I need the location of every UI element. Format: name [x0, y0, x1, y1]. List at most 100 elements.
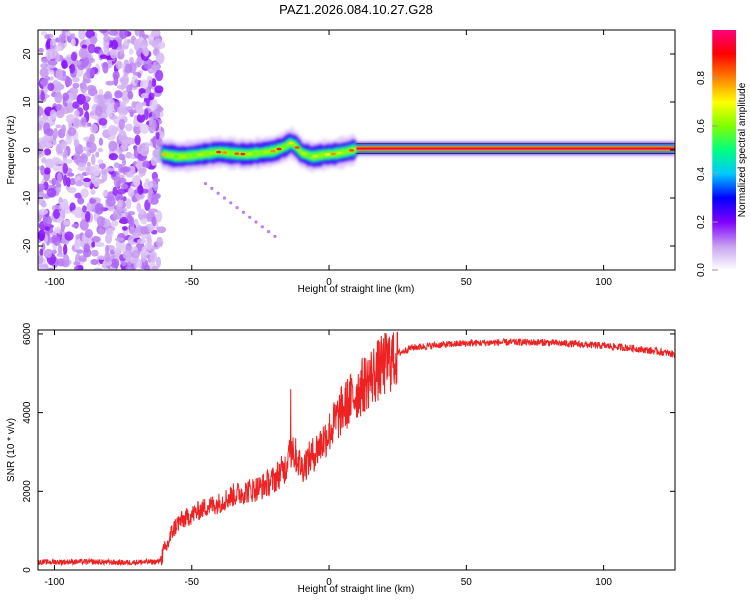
- faint-trace-dot: [260, 225, 264, 229]
- noise-blob: [40, 91, 46, 101]
- noise-blob: [75, 180, 84, 187]
- noise-blob: [112, 209, 122, 220]
- noise-blob: [151, 119, 157, 131]
- noise-blob: [38, 105, 44, 117]
- ridge-hotspot: [324, 153, 330, 156]
- noise-blob: [83, 243, 90, 254]
- colorbar-tick-label: 0.6: [696, 119, 707, 133]
- noise-blob: [40, 165, 45, 176]
- noise-blob: [54, 92, 63, 104]
- y-tick-label: -20: [22, 238, 33, 253]
- noise-blob: [86, 84, 97, 92]
- noise-blob: [105, 196, 116, 207]
- ridge-hotspot: [222, 151, 228, 154]
- x-tick-label: 0: [326, 277, 332, 288]
- y-tick-label: 4000: [22, 401, 33, 424]
- noise-blob: [118, 112, 125, 120]
- noise-blob: [150, 156, 158, 167]
- noise-blob: [53, 208, 61, 220]
- noise-blob: [40, 31, 48, 36]
- noise-blob: [55, 124, 62, 129]
- faint-trace-dot: [273, 234, 277, 238]
- noise-blob: [118, 153, 126, 161]
- noise-blob: [136, 202, 142, 212]
- noise-blob: [38, 141, 46, 150]
- noise-blob: [128, 48, 134, 55]
- x-tick-label: 100: [595, 577, 612, 588]
- noise-blob: [39, 67, 50, 78]
- noise-blob: [118, 118, 125, 131]
- noise-region: [38, 30, 167, 270]
- ridge-hotspot: [264, 150, 270, 154]
- noise-blob: [151, 78, 157, 88]
- noise-blob: [143, 58, 153, 70]
- noise-blob: [118, 177, 127, 184]
- noise-blob: [44, 34, 51, 40]
- noise-blob: [91, 235, 101, 243]
- noise-blob: [51, 234, 58, 244]
- ridge-hotspot: [210, 151, 216, 155]
- noise-blob: [127, 235, 138, 245]
- noise-blob: [43, 84, 48, 95]
- noise-blob: [69, 202, 76, 213]
- noise-blob: [151, 265, 159, 270]
- y-tick-label: 10: [22, 96, 33, 108]
- noise-blob: [105, 80, 115, 86]
- noise-blob: [141, 47, 149, 56]
- noise-blob: [55, 104, 62, 111]
- noise-blob: [139, 39, 149, 50]
- ridge-hotspot: [246, 152, 252, 156]
- noise-blob: [59, 202, 65, 210]
- noise-blob: [53, 127, 58, 140]
- faint-trace-dot: [241, 210, 245, 214]
- noise-blob: [65, 31, 72, 37]
- noise-blob: [77, 162, 87, 168]
- noise-blob: [134, 30, 141, 37]
- noise-blob: [157, 41, 166, 49]
- noise-blob: [102, 93, 112, 99]
- noise-blob: [56, 172, 63, 184]
- noise-blob: [152, 61, 158, 72]
- noise-blob: [62, 174, 68, 187]
- spectrogram-xlabel: Height of straight line (km): [298, 284, 415, 295]
- noise-blob: [141, 246, 147, 257]
- ridge-hotspot: [312, 154, 318, 158]
- ridge-hotspot: [167, 154, 173, 157]
- noise-blob: [152, 135, 157, 148]
- noise-blob: [109, 49, 118, 59]
- noise-blob: [137, 72, 142, 79]
- noise-blob: [45, 249, 52, 258]
- noise-blob: [66, 177, 71, 188]
- noise-blob: [113, 73, 119, 86]
- noise-blob: [110, 39, 119, 50]
- noise-blob: [54, 45, 63, 52]
- noise-blob: [121, 207, 128, 213]
- noise-blob: [154, 85, 164, 94]
- noise-blob: [106, 106, 114, 118]
- noise-blob: [64, 76, 73, 87]
- noise-blob: [62, 92, 70, 102]
- noise-blob: [119, 48, 125, 55]
- noise-blob: [60, 140, 68, 148]
- noise-blob: [140, 92, 150, 99]
- noise-blob: [55, 68, 64, 81]
- ridge-hotspot: [185, 154, 191, 158]
- spectrogram-ylabel: Frequency (Hz): [6, 116, 17, 185]
- noise-blob: [139, 208, 145, 216]
- noise-blob: [144, 108, 149, 121]
- noise-blob: [45, 142, 53, 148]
- noise-blob: [106, 227, 114, 238]
- ridge-hotspot: [336, 151, 342, 155]
- noise-blob: [62, 254, 70, 266]
- noise-blob: [61, 59, 68, 69]
- noise-blob: [141, 101, 147, 107]
- noise-blob: [70, 33, 76, 40]
- noise-blob: [124, 123, 133, 132]
- noise-blob: [91, 241, 96, 248]
- ridge-hotspot: [258, 151, 264, 155]
- noise-blob: [38, 191, 45, 199]
- noise-blob: [90, 259, 99, 266]
- noise-blob: [110, 258, 120, 269]
- colorbar-tick-label: 0.2: [696, 215, 707, 229]
- noise-blob: [128, 227, 139, 235]
